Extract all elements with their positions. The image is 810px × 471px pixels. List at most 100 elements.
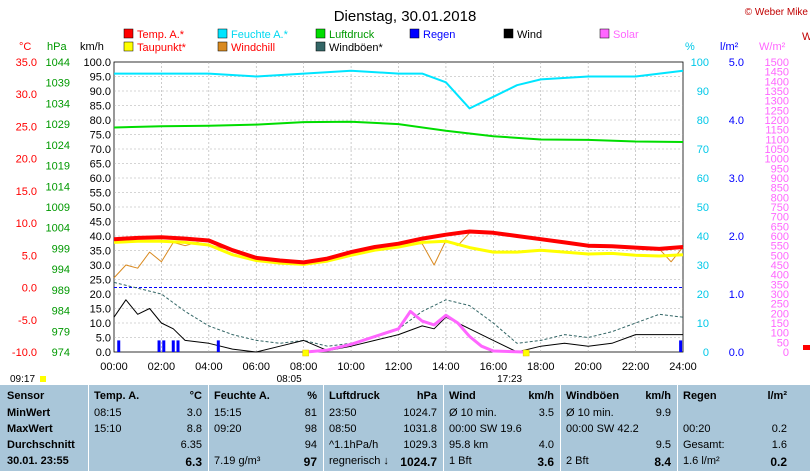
temp-tick-label: 10.0 bbox=[16, 218, 37, 230]
cell-left: ^1.1hPa/h bbox=[329, 439, 379, 451]
wind-tick-label: 0.0 bbox=[96, 347, 111, 359]
wind-tick-label: 85.0 bbox=[90, 101, 111, 113]
wind-tick-label: 90.0 bbox=[90, 86, 111, 98]
copyright-text: © Weber Mike bbox=[745, 7, 809, 18]
solar-tick-label: 250 bbox=[771, 299, 789, 311]
time-tick-label: 20:00 bbox=[574, 361, 602, 373]
wind-tick-label: 60.0 bbox=[90, 173, 111, 185]
rain-tick-label: 0.0 bbox=[729, 347, 744, 359]
column-separator bbox=[677, 385, 678, 471]
column-unit: km/h bbox=[528, 390, 554, 402]
cell-right: 8.4 bbox=[654, 455, 671, 469]
cell-left: 23:50 bbox=[329, 407, 357, 419]
cell-right: 9.9 bbox=[655, 407, 671, 419]
wind-tick-label: 10.0 bbox=[90, 318, 111, 330]
pressure-tick-label: 1044 bbox=[46, 57, 70, 69]
series-wind bbox=[113, 299, 683, 353]
time-tick-label: 12:00 bbox=[385, 361, 413, 373]
cell-right: 94 bbox=[304, 439, 317, 451]
solar-tick-label: 550 bbox=[771, 241, 789, 253]
wind-tick-label: 55.0 bbox=[90, 188, 111, 200]
solar-tick-label: 1500 bbox=[765, 57, 789, 69]
time-tick-label: 08:00 bbox=[290, 361, 318, 373]
rain-bar bbox=[171, 340, 175, 352]
column-separator bbox=[443, 385, 444, 471]
solar-tick-label: 650 bbox=[771, 221, 789, 233]
chart-title: Dienstag, 30.01.2018 bbox=[334, 8, 477, 25]
wind-unit: km/h bbox=[80, 41, 104, 53]
sun-marker bbox=[302, 349, 309, 357]
humidity-tick-label: 90 bbox=[697, 86, 709, 98]
cell-left: 2 Bft bbox=[566, 455, 589, 467]
table-column: Temp. A. °C 08:15 3.0 15:10 8.8 6.35 6.3 bbox=[88, 385, 208, 471]
humidity-unit: % bbox=[685, 41, 695, 53]
cell-right: 97 bbox=[303, 455, 317, 469]
row-label: MinWert bbox=[7, 407, 51, 419]
row-label: Durchschnitt bbox=[7, 439, 75, 451]
solar-tick-label: 600 bbox=[771, 231, 789, 243]
column-header: Luftdruck bbox=[329, 390, 380, 402]
column-separator bbox=[560, 385, 561, 471]
rain-bar bbox=[176, 340, 180, 352]
humidity-tick-label: 0 bbox=[703, 347, 709, 359]
legend-swatch bbox=[123, 28, 134, 39]
time-tick-label: 22:00 bbox=[622, 361, 650, 373]
rain-bar bbox=[117, 340, 121, 352]
pressure-tick-label: 999 bbox=[52, 243, 70, 255]
temp-tick-label: 15.0 bbox=[16, 186, 37, 198]
legend-label: Feuchte A.* bbox=[231, 29, 289, 41]
sun-time-label: 08:05 bbox=[277, 374, 302, 385]
solar-tick-label: 1000 bbox=[765, 154, 789, 166]
rain-tick-label: 1.0 bbox=[729, 289, 744, 301]
cell-left: 00:20 bbox=[683, 423, 711, 435]
cell-right: 1.6 bbox=[771, 439, 787, 451]
solar-tick-label: 300 bbox=[771, 289, 789, 301]
wind-tick-label: 65.0 bbox=[90, 159, 111, 171]
solar-tick-label: 750 bbox=[771, 202, 789, 214]
temp-tick-label: 30.0 bbox=[16, 89, 37, 101]
solar-tick-label: 1200 bbox=[765, 115, 789, 127]
humidity-tick-label: 10 bbox=[697, 318, 709, 330]
cell-left: 09:20 bbox=[214, 423, 242, 435]
temp-tick-label: 35.0 bbox=[16, 57, 37, 69]
temp-tick-label: 20.0 bbox=[16, 154, 37, 166]
cell-left: 08:15 bbox=[94, 407, 122, 419]
grid bbox=[113, 61, 684, 353]
humidity-tick-label: 60 bbox=[697, 173, 709, 185]
humidity-tick-label: 40 bbox=[697, 231, 709, 243]
solar-tick-label: 950 bbox=[771, 163, 789, 175]
time-tick-label: 06:00 bbox=[242, 361, 270, 373]
temp-unit: °C bbox=[19, 41, 31, 53]
time-tick-label: 10:00 bbox=[337, 361, 365, 373]
cell-right: 1031.8 bbox=[403, 423, 437, 435]
humidity-tick-label: 70 bbox=[697, 144, 709, 156]
wind-tick-label: 35.0 bbox=[90, 246, 111, 258]
table-column: Luftdruck hPa 23:50 1024.7 08:50 1031.8 ^1.1hP… bbox=[323, 385, 443, 471]
time-tick-label: 24:00 bbox=[669, 361, 697, 373]
column-header: Temp. A. bbox=[94, 390, 140, 402]
wind-tick-label: 25.0 bbox=[90, 275, 111, 287]
solar-tick-label: 50 bbox=[777, 337, 789, 349]
column-unit: % bbox=[307, 390, 317, 402]
wind-tick-label: 100.0 bbox=[83, 57, 111, 69]
table-column: Windböen km/h Ø 10 min. 9.9 00:00 SW 42.2 9.5… bbox=[560, 385, 677, 471]
sun-time-label: 17:23 bbox=[497, 374, 522, 385]
page-time-marker bbox=[40, 376, 46, 382]
rain-tick-label: 3.0 bbox=[729, 173, 744, 185]
wind-tick-label: 80.0 bbox=[90, 115, 111, 127]
solar-tick-label: 800 bbox=[771, 192, 789, 204]
temp-tick-label: 0.0 bbox=[22, 283, 37, 295]
column-unit: hPa bbox=[416, 390, 437, 402]
wind-tick-label: 20.0 bbox=[90, 289, 111, 301]
cell-left: regnerisch ↓ bbox=[329, 455, 389, 467]
solar-tick-label: 1250 bbox=[765, 105, 789, 117]
legend-label: Wind bbox=[517, 29, 542, 41]
solar-tick-label: 350 bbox=[771, 279, 789, 291]
pressure-tick-label: 979 bbox=[52, 326, 70, 338]
temp-tick-label: -5.0 bbox=[18, 315, 37, 327]
wind-tick-label: 45.0 bbox=[90, 217, 111, 229]
cell-right: 81 bbox=[304, 407, 317, 419]
solar-unit: W/m² bbox=[759, 41, 786, 53]
wind-tick-label: 15.0 bbox=[90, 304, 111, 316]
series-tempa bbox=[113, 229, 684, 265]
